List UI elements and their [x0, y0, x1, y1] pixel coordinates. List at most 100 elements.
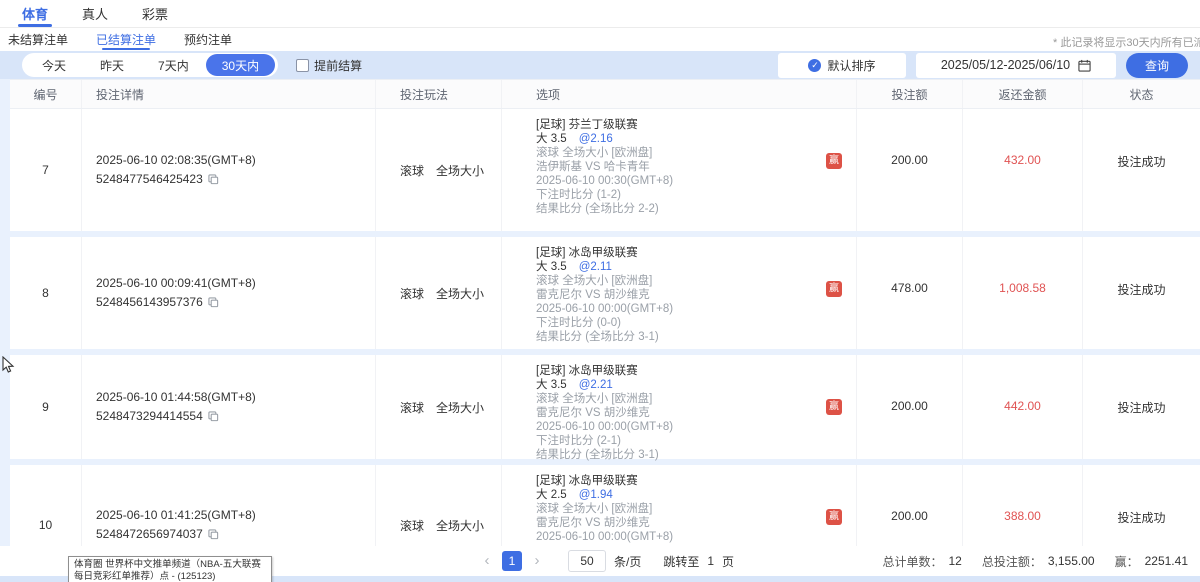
copy-icon[interactable] [208, 411, 219, 422]
total-stake-label: 总投注额： [981, 554, 1042, 569]
bet-number: 9 [10, 355, 82, 459]
check-circle-icon: ✓ [808, 58, 822, 72]
table-row: 8 2025-06-10 00:09:41(GMT+8) 52484561439… [10, 237, 1200, 349]
teams: 雷克尼尔 VS 胡沙维克 [536, 517, 650, 529]
early-settle-toggle[interactable]: 提前结算 [296, 57, 362, 74]
odds: @2.16 [578, 133, 613, 145]
totals-summary: 总计单数： 12 总投注额： 3,155.00 赢： 2251.41 [868, 553, 1188, 570]
win-badge: 赢 [826, 153, 842, 169]
match-time: 2025-06-10 00:00(GMT+8) [536, 531, 674, 543]
pick: 大 3.5 [536, 379, 567, 391]
date-range-group: 今天 昨天 7天内 30天内 [22, 53, 279, 77]
tab-lottery[interactable]: 彩票 [142, 7, 169, 22]
bet-number: 10 [10, 465, 82, 546]
bet-time: 2025-06-10 01:44:58(GMT+8) [96, 390, 256, 404]
pick: 大 3.5 [536, 133, 567, 145]
bet-id: 5248473294414554 [96, 409, 203, 423]
header-option: 选项 [502, 80, 857, 108]
header-id: 编号 [10, 80, 82, 108]
prev-page-icon[interactable]: ‹ [484, 552, 490, 569]
tab-settled-bets[interactable]: 已结算注单 [96, 28, 156, 51]
play-type-cell: 滚球 全场大小 [376, 465, 502, 546]
play-type-cell: 滚球 全场大小 [376, 109, 502, 231]
total-count: 12 [948, 554, 962, 568]
option-cell: [足球] 冰岛甲级联赛 大 3.5 @2.11 滚球 全场大小 [欧洲盘] 雷克尼… [502, 237, 857, 349]
odds: @1.94 [578, 489, 613, 501]
bet-id: 5248477546425423 [96, 172, 203, 186]
bet-status: 投注成功 [1117, 283, 1166, 297]
result-score: 结果比分 (全场比分 2-2) [536, 203, 659, 215]
header-status: 状态 [1129, 87, 1154, 102]
pick: 大 3.5 [536, 261, 567, 273]
teams: 雷克尼尔 VS 胡沙维克 [536, 289, 650, 301]
tab-sports[interactable]: 体育 [17, 0, 53, 27]
jump-page-input[interactable]: 1 [707, 554, 715, 568]
date-range-picker[interactable]: 2025/05/12-2025/06/10 [916, 52, 1116, 78]
page-1-button[interactable]: 1 [502, 551, 522, 571]
search-button[interactable]: 查询 [1126, 52, 1188, 78]
bet-number: 8 [10, 237, 82, 349]
link-status-tooltip: 体育圈 世界杯中文推单频道（NBA-五大联赛每日竞彩红单推荐）点 - (1251… [68, 556, 272, 582]
page-size-input[interactable]: 50 [568, 550, 606, 572]
league-name: [足球] 芬兰丁级联赛 [536, 119, 638, 131]
filter-7days[interactable]: 7天内 [158, 58, 189, 73]
sub-tab-bar: 未结算注单 已结算注单 预约注单 * 此记录将显示30天内所有已派彩的投注 [0, 28, 1200, 51]
odds: @2.11 [578, 261, 612, 273]
payout-amount: 432.00 [963, 109, 1083, 231]
market: 滚球 全场大小 [欧洲盘] [536, 147, 653, 159]
filter-bar: 今天 昨天 7天内 30天内 提前结算 ✓ 默认排序 2025/05/12-20… [0, 51, 1200, 79]
total-win: 2251.41 [1144, 554, 1188, 568]
match-time: 2025-06-10 00:00(GMT+8) [536, 421, 674, 433]
pick: 大 2.5 [536, 489, 567, 501]
play-type-cell: 滚球 全场大小 [376, 355, 502, 459]
copy-icon[interactable] [208, 297, 219, 308]
bet-score: 下注时比分 (0-0) [536, 317, 621, 329]
filter-30days[interactable]: 30天内 [205, 54, 276, 76]
table-row: 9 2025-06-10 01:44:58(GMT+8) 52484732944… [10, 355, 1200, 461]
filter-yesterday[interactable]: 昨天 [100, 58, 125, 73]
early-settle-label: 提前结算 [314, 58, 363, 73]
bet-id: 5248456143957376 [96, 295, 203, 309]
header-play: 投注玩法 [376, 80, 502, 108]
next-page-icon[interactable]: › [534, 552, 540, 569]
bet-status: 投注成功 [1117, 155, 1166, 169]
bet-time: 2025-06-10 00:09:41(GMT+8) [96, 276, 256, 290]
bet-amount: 200.00 [857, 109, 963, 231]
default-sort-button[interactable]: ✓ 默认排序 [778, 52, 906, 78]
table-row: 7 2025-06-10 02:08:35(GMT+8) 52484775464… [10, 109, 1200, 231]
league-name: [足球] 冰岛甲级联赛 [536, 475, 638, 487]
win-badge: 赢 [826, 281, 842, 297]
payout-amount: 388.00 [963, 465, 1083, 546]
filter-today[interactable]: 今天 [42, 58, 67, 73]
bet-amount: 200.00 [857, 355, 963, 459]
bet-score: 下注时比分 (2-1) [536, 435, 621, 447]
copy-icon[interactable] [208, 529, 219, 540]
page-unit-label: 页 [722, 554, 735, 569]
bet-time: 2025-06-10 01:41:25(GMT+8) [96, 508, 256, 522]
result-score: 结果比分 (全场比分 3-1) [536, 449, 659, 461]
records-note: * 此记录将显示30天内所有已派彩的投注 [1053, 37, 1200, 49]
bet-details-cell: 2025-06-10 00:09:41(GMT+8) 5248456143957… [82, 237, 376, 349]
default-sort-label: 默认排序 [827, 58, 876, 73]
top-tab-bar: 体育 真人 彩票 [0, 0, 1200, 28]
bet-details-cell: 2025-06-10 01:41:25(GMT+8) 5248472656974… [82, 465, 376, 546]
result-score: 结果比分 (全场比分 3-1) [536, 331, 659, 343]
table-row: 10 2025-06-10 01:41:25(GMT+8) 5248472656… [10, 465, 1200, 546]
bet-number: 7 [10, 109, 82, 231]
play-type-cell: 滚球 全场大小 [376, 237, 502, 349]
odds: @2.21 [578, 379, 613, 391]
match-time: 2025-06-10 00:00(GMT+8) [536, 303, 674, 315]
bet-details-cell: 2025-06-10 02:08:35(GMT+8) 5248477546425… [82, 109, 376, 231]
copy-icon[interactable] [208, 174, 219, 185]
tab-live[interactable]: 真人 [82, 7, 109, 22]
option-cell: [足球] 芬兰丁级联赛 大 3.5 @2.16 滚球 全场大小 [欧洲盘] 浩伊斯… [502, 109, 857, 231]
bets-table: 编号 投注详情 投注玩法 选项 投注额 返还金额 状态 7 2025-06-10… [0, 79, 1200, 546]
bet-amount: 478.00 [857, 237, 963, 349]
early-settle-checkbox[interactable] [296, 58, 310, 72]
tab-reserved-bets[interactable]: 预约注单 [184, 33, 233, 47]
teams: 浩伊斯基 VS 哈卡青年 [536, 161, 650, 173]
bet-details-cell: 2025-06-10 01:44:58(GMT+8) 5248473294414… [82, 355, 376, 459]
bet-id: 5248472656974037 [96, 527, 203, 541]
tab-unsettled-bets[interactable]: 未结算注单 [8, 33, 69, 47]
